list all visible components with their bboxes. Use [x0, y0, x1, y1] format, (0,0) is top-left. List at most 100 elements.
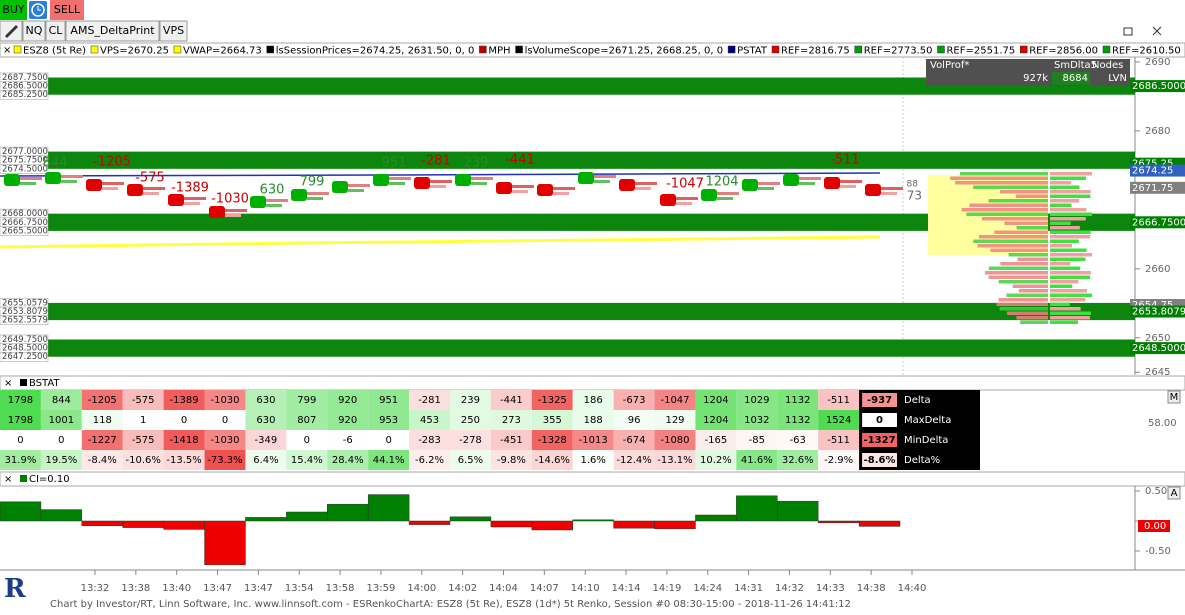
profile-label: 73: [907, 189, 922, 203]
brick-bar: [184, 197, 206, 200]
time-axis: 13:32 13:38 13:40 13:47 13:47 13:54 13:58 13:59…: [81, 570, 927, 594]
panel-button-label[interactable]: A: [1171, 488, 1178, 499]
table-cell: [286, 390, 328, 410]
table-value: -165: [705, 435, 728, 446]
row-label-bg: [900, 450, 980, 470]
x-tick-label: 14:02: [448, 583, 477, 594]
table-cell: [654, 410, 696, 430]
ci-panel: 0.50 0.00 -0.50 A: [0, 486, 1181, 566]
zone-label: 2686.5000: [2, 82, 48, 92]
table-cell: [531, 430, 573, 450]
profile-delta: [1050, 280, 1079, 284]
brick: [86, 179, 102, 191]
brick: [168, 194, 184, 206]
close-button[interactable]: [1152, 26, 1162, 36]
delta-annotation: 239: [464, 156, 489, 171]
brick: [496, 182, 512, 194]
symbol-button[interactable]: [22, 20, 46, 42]
restore-button[interactable]: [1123, 27, 1133, 36]
table-value: -575: [132, 395, 155, 406]
clock-icon: [31, 3, 45, 17]
cl-button[interactable]: [45, 20, 66, 42]
ci-bar: [122, 520, 164, 528]
table-value: -511: [827, 395, 850, 406]
zone-label: 2668.0000: [2, 209, 48, 219]
panel-button-label[interactable]: M: [1170, 392, 1179, 403]
table-cell: [245, 410, 287, 430]
close-x[interactable]: ×: [4, 378, 12, 389]
table-value: -674: [623, 435, 646, 446]
x-tick-label: 13:54: [285, 583, 314, 594]
table-value: 920: [338, 415, 357, 426]
bstat-swatch: [20, 379, 27, 386]
zone-label-bg: [0, 351, 49, 362]
table-value: -1030: [210, 395, 239, 406]
legend: × ESZ8 (5t Re) VPS=2670.25 VWAP=2664.73 lsSe…: [3, 45, 1181, 57]
table-cell: [204, 450, 246, 470]
panel-button[interactable]: [1167, 486, 1181, 500]
ci-bar: [367, 494, 410, 522]
delta-annotation: 630: [260, 183, 285, 198]
axis-marker-label: 2674.25: [1132, 166, 1173, 177]
table-value: 15.4%: [291, 455, 323, 466]
x-tick-label: 14:40: [898, 583, 927, 594]
table-value: 355: [543, 415, 562, 426]
table-cell: [286, 410, 328, 430]
table-cell: [409, 410, 450, 430]
x-tick-label: 13:47: [244, 583, 273, 594]
vps-label[interactable]: VPS: [163, 24, 184, 37]
legend-swatch: [771, 45, 780, 54]
legend-swatch: [173, 45, 182, 54]
table-value: -1227: [88, 435, 117, 446]
brick-bar: [758, 182, 780, 185]
row-label: MaxDelta: [904, 415, 951, 426]
profile-bar: [1008, 253, 1048, 257]
zone-label-bg: [0, 164, 49, 174]
sell-button[interactable]: [50, 0, 84, 20]
table-value: -13.1%: [657, 455, 692, 466]
profile-delta: [1050, 185, 1080, 189]
table-cell: [0, 390, 41, 410]
close-x[interactable]: ×: [3, 45, 11, 56]
legend-item: VPS=2670.25: [100, 46, 169, 57]
brick: [250, 196, 266, 208]
buy-button[interactable]: [0, 0, 27, 20]
profile-bar: [1017, 257, 1048, 261]
close-x[interactable]: ×: [4, 474, 12, 485]
sell-label[interactable]: SELL: [54, 3, 81, 16]
brick: [742, 179, 758, 191]
table-cell-inner: [862, 433, 897, 447]
legend-swatch: [266, 45, 274, 54]
vps-button[interactable]: [159, 20, 188, 42]
table-value: -281: [418, 395, 441, 406]
profile-delta: [1050, 221, 1071, 225]
legend-item: REF=2816.75: [781, 46, 850, 57]
symbol-label[interactable]: NQ: [26, 24, 43, 37]
brick-bar: [881, 187, 903, 190]
brick-bar: [594, 180, 610, 183]
table-cell: [409, 430, 450, 450]
table-cell: [613, 390, 655, 410]
table-cell: [654, 390, 696, 410]
ci-bar: [204, 520, 246, 566]
table-value: 19.5%: [45, 455, 77, 466]
delta-annotation: -1389: [171, 181, 209, 196]
profile-bar: [1000, 262, 1048, 266]
table-value: 44.1%: [373, 455, 405, 466]
profile-bar: [999, 307, 1048, 311]
table-value: 1798: [8, 415, 33, 426]
cl-label[interactable]: CL: [49, 24, 64, 37]
x-tick-label: 13:47: [203, 583, 232, 594]
table-value: 0: [222, 415, 228, 426]
template-button[interactable]: [65, 20, 160, 42]
table-cell: [572, 430, 614, 450]
panel-button[interactable]: [1167, 390, 1181, 404]
template-label[interactable]: AMS_DeltaPrint: [70, 24, 155, 37]
profile-bar: [988, 199, 1048, 203]
x-tick-label: 14:04: [489, 583, 518, 594]
buy-label[interactable]: BUY: [2, 3, 25, 16]
profile-delta: [1050, 307, 1081, 311]
profile-delta: [1050, 239, 1079, 243]
brick-bar: [553, 192, 569, 195]
